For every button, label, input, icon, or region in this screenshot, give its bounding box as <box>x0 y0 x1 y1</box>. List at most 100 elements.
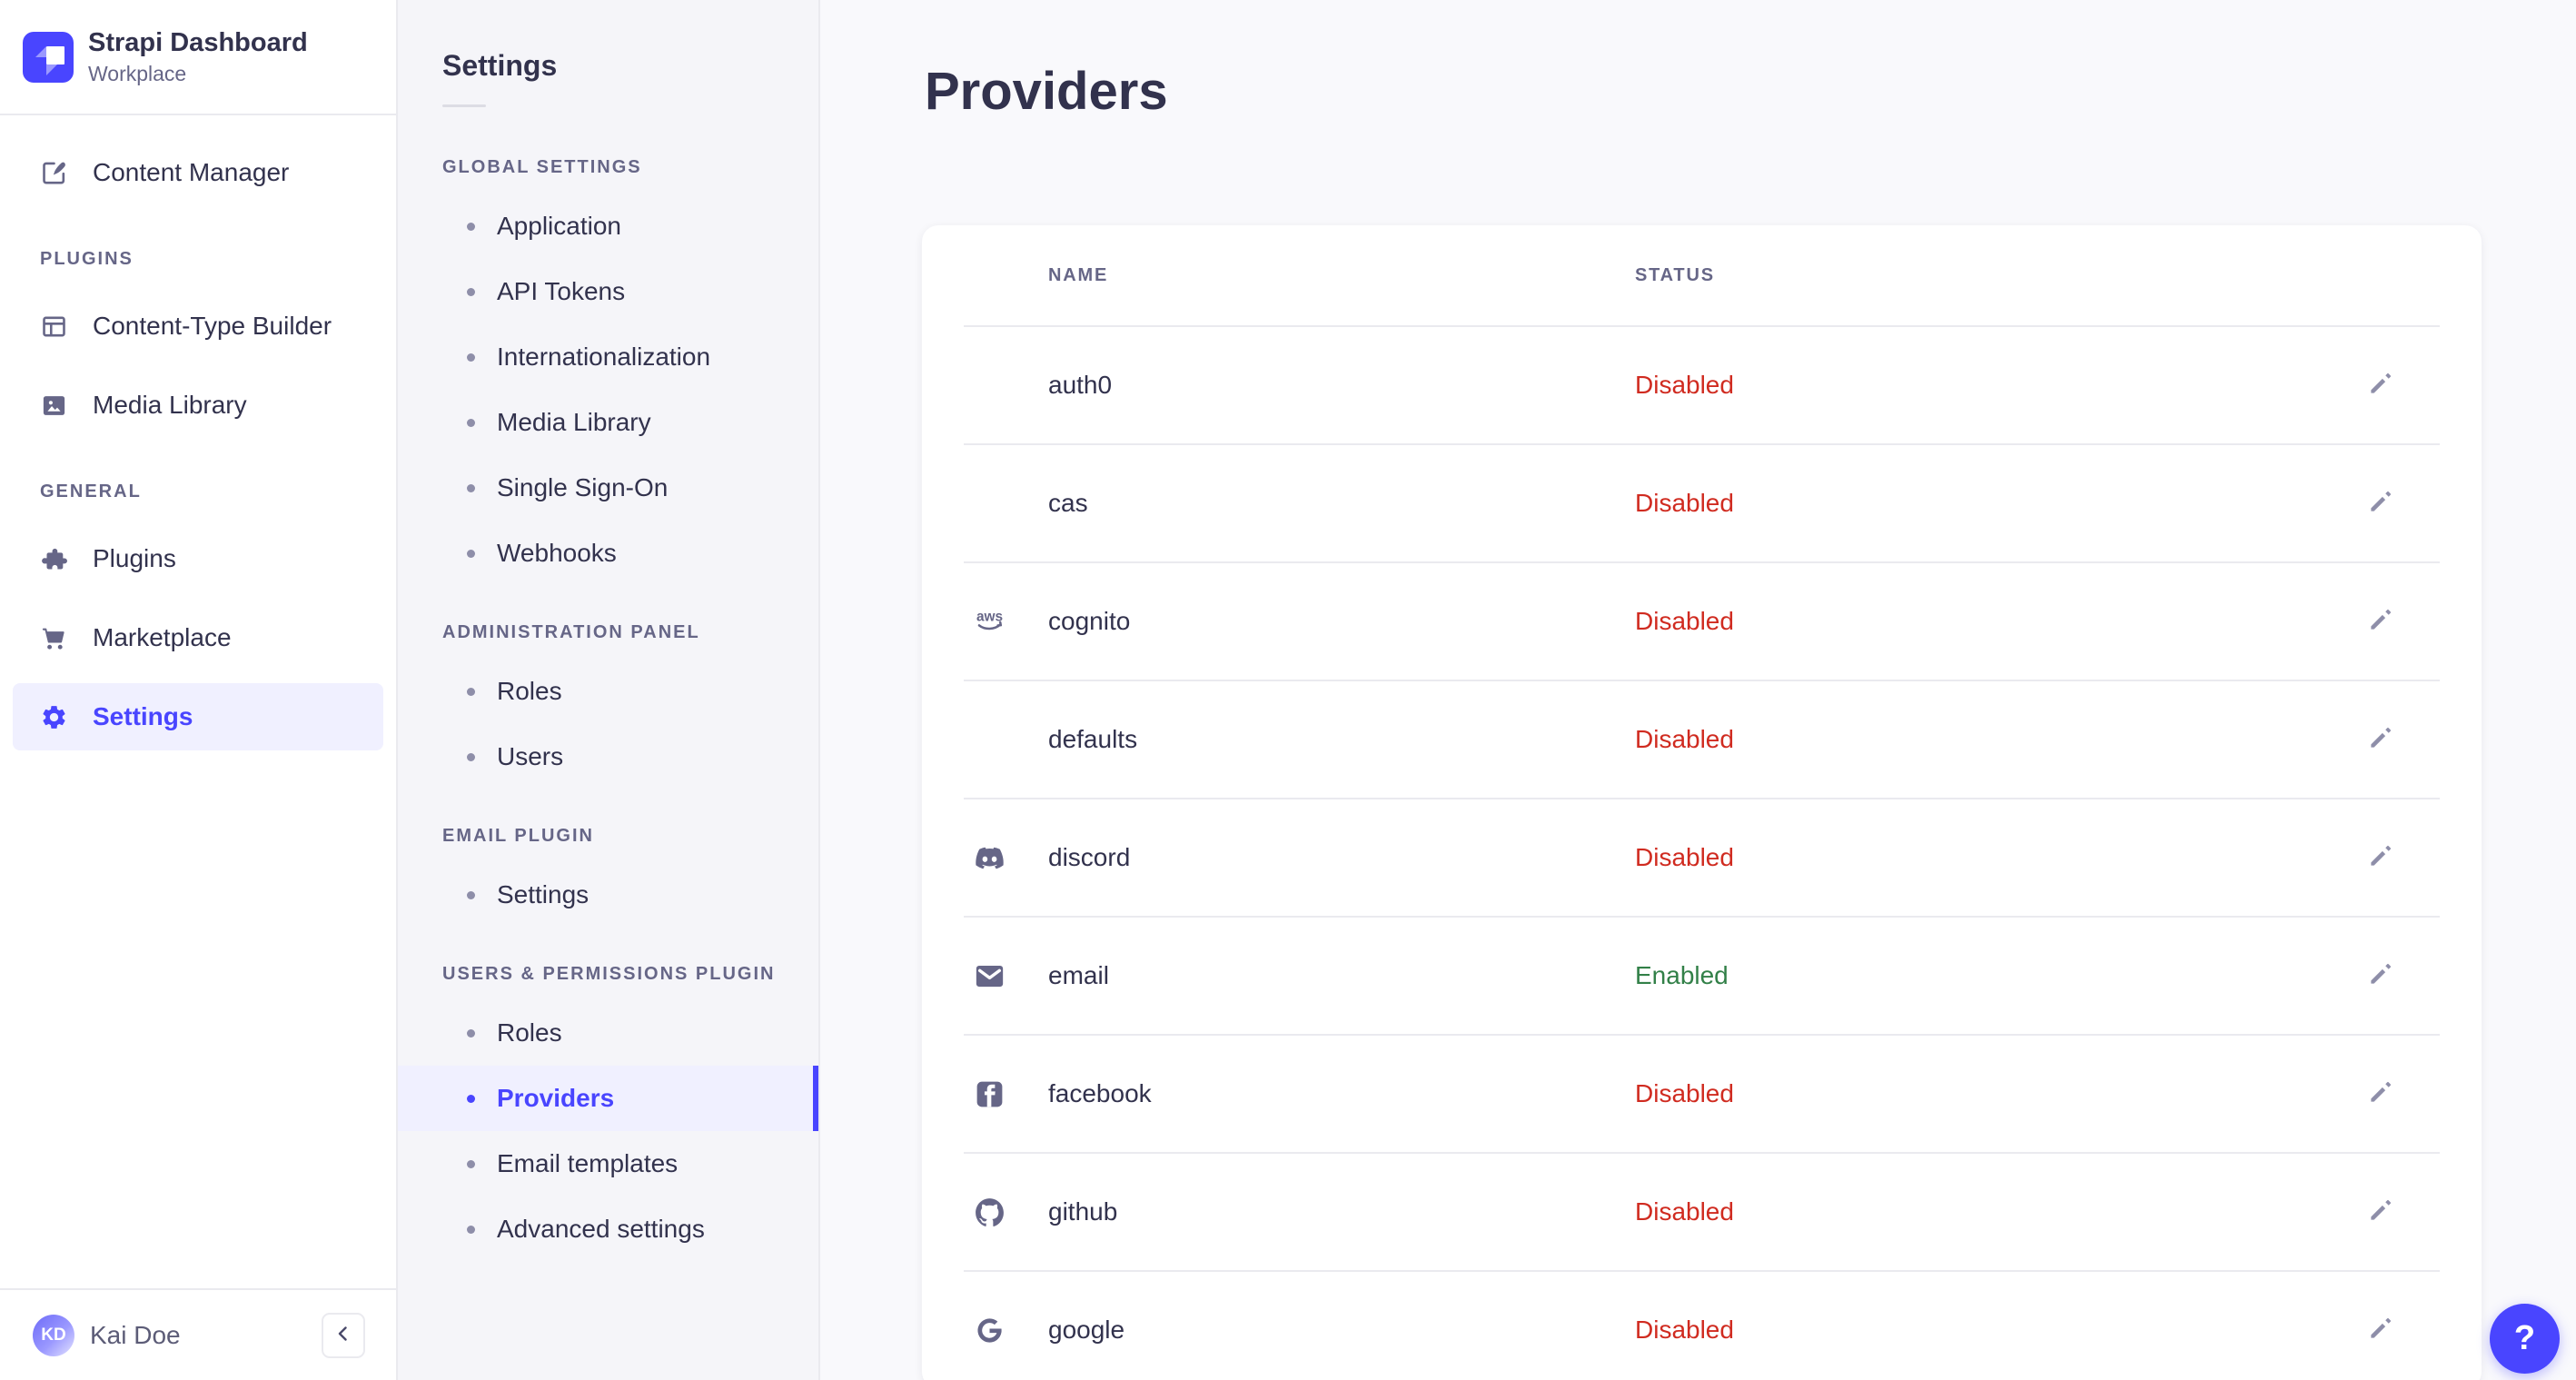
subnav-item-media-library[interactable]: Media Library <box>398 390 818 455</box>
subnav-item-roles[interactable]: Roles <box>398 1000 818 1066</box>
provider-edit-cell <box>2367 1194 2440 1231</box>
main-content: Providers NAME STATUS auth0 Disabled cas Di… <box>820 0 2576 1380</box>
subnav-section-global-settings: GLOBAL SETTINGS Application API Tokens Inte… <box>398 156 818 586</box>
sidebar-item-settings[interactable]: Settings <box>13 683 383 750</box>
provider-row-cas[interactable]: cas Disabled <box>964 443 2440 561</box>
provider-status-cell: Disabled <box>1635 1315 2367 1345</box>
aws-icon: aws <box>973 605 1006 639</box>
sidebar-section-header-plugins: PLUGINS <box>40 249 134 269</box>
provider-row-facebook[interactable]: facebook Disabled <box>964 1034 2440 1152</box>
edit-provider-button[interactable] <box>2367 603 2400 636</box>
subnav-item-application[interactable]: Application <box>398 194 818 259</box>
subnav-item-label: Roles <box>497 677 562 705</box>
subnav-section-header: ADMINISTRATION PANEL <box>442 622 700 642</box>
provider-edit-cell <box>2367 1312 2440 1349</box>
providers-table-body: auth0 Disabled cas Disabled aws cognito Disabl… <box>964 325 2440 1380</box>
sidebar-item-label: Media Library <box>93 391 247 419</box>
facebook-icon <box>973 1077 1006 1111</box>
sidebar-item-label: Settings <box>93 702 193 730</box>
subnav-item-settings[interactable]: Settings <box>398 862 818 928</box>
edit-provider-button[interactable] <box>2367 1312 2400 1345</box>
workspace-subtitle: Workplace <box>88 61 187 85</box>
provider-name: email <box>1048 961 1109 989</box>
edit-icon <box>2367 1196 2400 1224</box>
bullet-icon <box>467 352 475 362</box>
provider-icon-cell <box>973 1196 1006 1229</box>
edit-provider-button[interactable] <box>2367 1194 2400 1226</box>
subnav-item-roles[interactable]: Roles <box>398 659 818 724</box>
subnav-item-internationalization[interactable]: Internationalization <box>398 324 818 390</box>
edit-provider-button[interactable] <box>2367 721 2400 754</box>
provider-edit-cell <box>2367 367 2440 404</box>
subnav-item-users[interactable]: Users <box>398 724 818 789</box>
edit-provider-button[interactable] <box>2367 485 2400 518</box>
provider-name: auth0 <box>1048 371 1113 399</box>
provider-row-auth0[interactable]: auth0 Disabled <box>964 325 2440 443</box>
subnav-list: Settings <box>398 862 818 928</box>
provider-name: cas <box>1048 489 1088 517</box>
subnav-sections: GLOBAL SETTINGS Application API Tokens Inte… <box>398 156 818 1262</box>
provider-status-cell: Disabled <box>1635 371 2367 400</box>
provider-icon-cell: aws <box>973 605 1006 639</box>
status-badge: Disabled <box>1635 843 1734 871</box>
media-library-icon <box>40 392 68 420</box>
provider-edit-cell <box>2367 485 2440 522</box>
provider-icon-cell <box>973 841 1006 875</box>
provider-row-github[interactable]: github Disabled <box>964 1152 2440 1270</box>
provider-status-cell: Enabled <box>1635 961 2367 990</box>
provider-status-cell: Disabled <box>1635 843 2367 872</box>
bullet-icon <box>467 483 475 492</box>
provider-status-cell: Disabled <box>1635 725 2367 754</box>
edit-provider-button[interactable] <box>2367 1076 2400 1108</box>
subnav-item-email-templates[interactable]: Email templates <box>398 1131 818 1196</box>
sidebar-item-marketplace[interactable]: Marketplace <box>13 604 383 671</box>
provider-name: cognito <box>1048 607 1131 635</box>
subnav-item-api-tokens[interactable]: API Tokens <box>398 259 818 324</box>
status-badge: Disabled <box>1635 607 1734 635</box>
provider-edit-cell <box>2367 839 2440 877</box>
subnav-item-single-sign-on[interactable]: Single Sign-On <box>398 455 818 521</box>
edit-provider-button[interactable] <box>2367 839 2400 872</box>
bullet-icon <box>467 418 475 427</box>
provider-row-defaults[interactable]: defaults Disabled <box>964 680 2440 798</box>
status-badge: Enabled <box>1635 961 1729 989</box>
edit-provider-button[interactable] <box>2367 367 2400 400</box>
collapse-sidebar-button[interactable] <box>322 1312 365 1358</box>
avatar[interactable]: KD <box>33 1314 74 1356</box>
provider-edit-cell <box>2367 1076 2440 1113</box>
help-button[interactable]: ? <box>2490 1304 2560 1374</box>
subnav-title-divider <box>442 104 486 107</box>
edit-provider-button[interactable] <box>2367 958 2400 990</box>
subnav-section-header: EMAIL PLUGIN <box>442 826 594 846</box>
subnav-item-label: Advanced settings <box>497 1215 705 1243</box>
subnav-item-webhooks[interactable]: Webhooks <box>398 521 818 586</box>
provider-row-email[interactable]: email Enabled <box>964 916 2440 1034</box>
provider-row-google[interactable]: google Disabled <box>964 1270 2440 1380</box>
sidebar-item-content-manager[interactable]: Content Manager <box>13 139 383 206</box>
provider-row-cognito[interactable]: aws cognito Disabled <box>964 561 2440 680</box>
subnav-section-administration-panel: ADMINISTRATION PANEL Roles Users <box>398 621 818 789</box>
subnav-item-label: Users <box>497 742 564 770</box>
subnav-title: Settings <box>442 49 558 82</box>
sidebar-item-content-type-builder[interactable]: Content-Type Builder <box>13 293 383 360</box>
sidebar-item-plugins[interactable]: Plugins <box>13 525 383 592</box>
edit-icon <box>2367 488 2400 515</box>
subnav-item-advanced-settings[interactable]: Advanced settings <box>398 1196 818 1262</box>
providers-table-header: NAME STATUS <box>964 225 2440 325</box>
sidebar-item-media-library[interactable]: Media Library <box>13 372 383 439</box>
subnav-list: Application API Tokens Internationalizatio… <box>398 194 818 586</box>
status-badge: Disabled <box>1635 1079 1734 1107</box>
main-sidebar: Strapi Dashboard Workplace Content Manag… <box>0 0 398 1380</box>
bullet-icon <box>467 222 475 231</box>
provider-row-discord[interactable]: discord Disabled <box>964 798 2440 916</box>
provider-name: facebook <box>1048 1079 1152 1107</box>
provider-edit-cell <box>2367 603 2440 640</box>
subnav-list: Roles Users <box>398 659 818 789</box>
workspace-brand[interactable]: Strapi Dashboard Workplace <box>0 0 396 115</box>
settings-subnav: Settings GLOBAL SETTINGS Application API T… <box>398 0 820 1380</box>
provider-status-cell: Disabled <box>1635 607 2367 636</box>
provider-icon-cell <box>973 1077 1006 1111</box>
subnav-item-providers[interactable]: Providers <box>398 1066 818 1131</box>
subnav-item-label: Roles <box>497 1018 562 1047</box>
bullet-icon <box>467 287 475 296</box>
